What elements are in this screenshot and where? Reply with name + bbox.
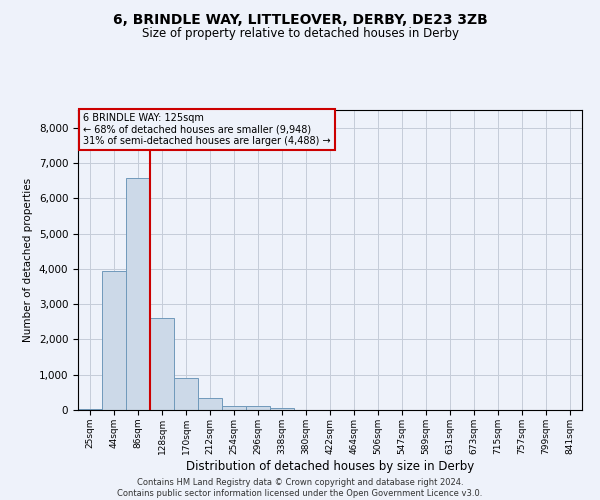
Bar — [150, 318, 174, 410]
Bar — [246, 406, 270, 410]
X-axis label: Distribution of detached houses by size in Derby: Distribution of detached houses by size … — [186, 460, 474, 472]
Text: Contains HM Land Registry data © Crown copyright and database right 2024.
Contai: Contains HM Land Registry data © Crown c… — [118, 478, 482, 498]
Text: 6, BRINDLE WAY, LITTLEOVER, DERBY, DE23 3ZB: 6, BRINDLE WAY, LITTLEOVER, DERBY, DE23 … — [113, 12, 487, 26]
Bar — [174, 378, 198, 410]
Bar — [102, 270, 126, 410]
Text: Size of property relative to detached houses in Derby: Size of property relative to detached ho… — [142, 28, 458, 40]
Y-axis label: Number of detached properties: Number of detached properties — [23, 178, 33, 342]
Bar — [78, 409, 102, 410]
Bar — [198, 398, 222, 410]
Text: 6 BRINDLE WAY: 125sqm
← 68% of detached houses are smaller (9,948)
31% of semi-d: 6 BRINDLE WAY: 125sqm ← 68% of detached … — [83, 113, 331, 146]
Bar — [222, 406, 246, 410]
Bar — [270, 408, 294, 410]
Bar — [126, 178, 150, 410]
